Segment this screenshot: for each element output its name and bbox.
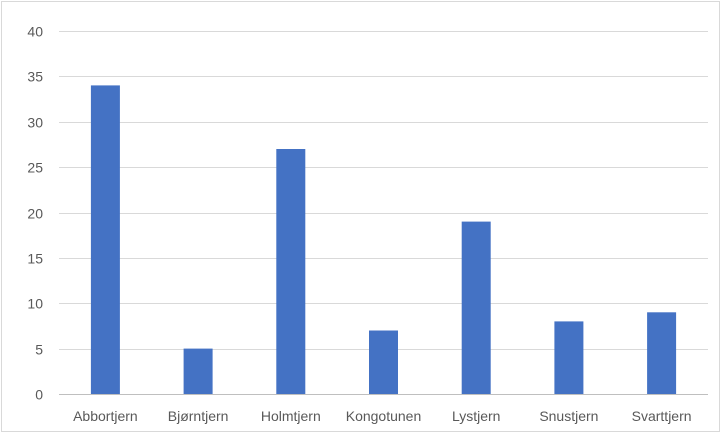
x-tick-label: Svarttjern [632, 408, 692, 424]
y-tick-label: 30 [27, 115, 43, 131]
y-tick-label: 5 [35, 342, 43, 358]
y-tick-label: 15 [27, 251, 43, 267]
y-tick-label: 20 [27, 206, 43, 222]
x-axis-ticks: Abbortjern Bjørntjern Holmtjern Kongotunen L… [73, 408, 691, 424]
bar-lystjern [461, 221, 491, 394]
bar-svarttjern [647, 312, 677, 394]
x-tick-label: Abbortjern [73, 408, 138, 424]
bar-kongotunen [369, 330, 398, 394]
y-axis-ticks: 0 5 10 15 20 25 30 35 40 [27, 24, 43, 403]
bars [90, 85, 677, 395]
y-tick-label: 35 [27, 69, 43, 85]
x-tick-label: Holmtjern [261, 408, 321, 424]
bar-snustjern [554, 321, 584, 394]
bar-abbortjern [90, 85, 120, 395]
gridlines [59, 31, 708, 350]
bar-bjørntjern [183, 348, 213, 394]
x-tick-label: Bjørntjern [168, 408, 229, 424]
x-tick-label: Lystjern [452, 408, 501, 424]
bar-holmtjern [276, 149, 306, 394]
x-tick-label: Kongotunen [346, 408, 422, 424]
x-tick-label: Snustjern [539, 408, 598, 424]
y-tick-label: 25 [27, 160, 43, 176]
y-tick-label: 0 [35, 387, 43, 403]
y-tick-label: 40 [27, 24, 43, 40]
y-tick-label: 10 [27, 296, 43, 312]
